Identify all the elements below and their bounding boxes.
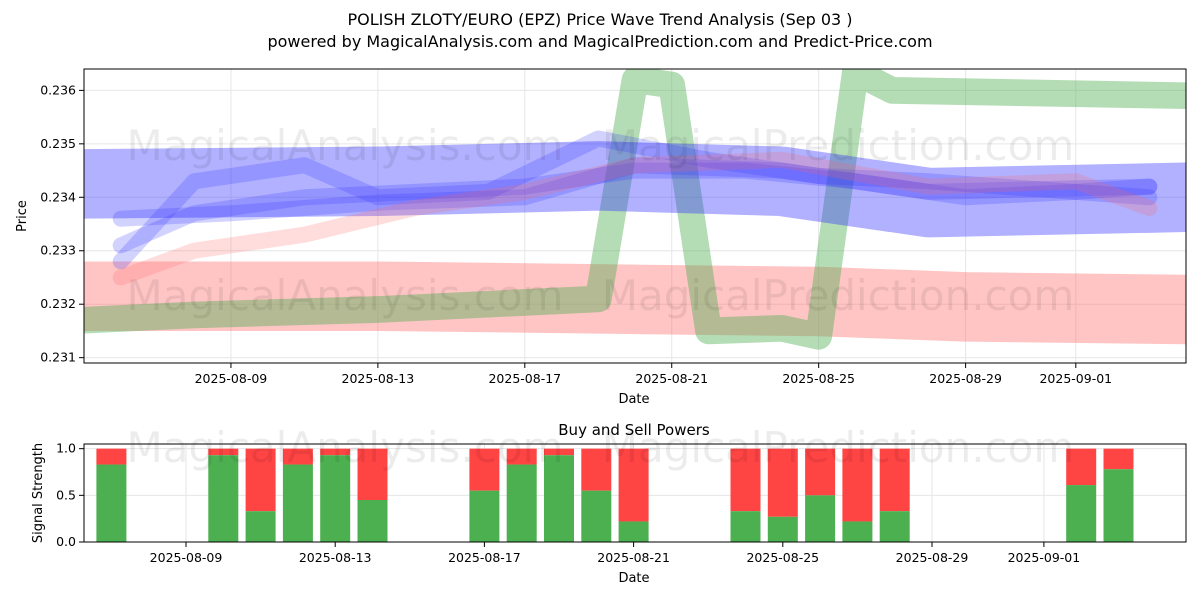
- red-wave-band-0: [84, 261, 1186, 345]
- watermark-analysis-bottom: MagicalAnalysis.com: [127, 423, 564, 472]
- sell-power-bar: [767, 448, 798, 517]
- buy-power-bar: [320, 455, 351, 542]
- signal-y-tick-label: 1.0: [56, 441, 76, 456]
- buy-power-bar: [1066, 485, 1097, 542]
- buy-power-bar: [208, 455, 239, 542]
- price-x-ticks: 2025-08-09 2025-08-13 2025-08-17 2025-08-21…: [195, 363, 1112, 386]
- buy-power-bar: [96, 464, 127, 542]
- price-x-tick-label: 2025-09-01: [1039, 371, 1112, 386]
- price-y-tick-label: 0.233: [40, 243, 76, 258]
- price-watermarks: MagicalAnalysis.com MagicalPrediction.co…: [127, 121, 1075, 320]
- sell-power-bar: [618, 448, 649, 522]
- signal-y-tick-label: 0.0: [56, 534, 76, 549]
- watermark-analysis-top: MagicalAnalysis.com: [127, 121, 564, 170]
- price-x-tick-label: 2025-08-17: [488, 371, 561, 386]
- signal-x-tick-label: 2025-08-21: [597, 550, 670, 565]
- buy-power-bar: [581, 490, 612, 542]
- signal-x-tick-label: 2025-08-17: [448, 550, 521, 565]
- sell-power-bar: [357, 448, 388, 500]
- blue-wave-band-3: [112, 162, 1158, 254]
- blue-wave-band-4: [112, 157, 1158, 227]
- sell-power-bar: [96, 448, 127, 465]
- sell-power-bar: [506, 448, 537, 465]
- signal-y-ticks: 0.0 0.5 1.0: [56, 441, 84, 549]
- chart-title: POLISH ZLOTY/EURO (EPZ) Price Wave Trend…: [347, 10, 852, 29]
- signal-x-axis-label: Date: [618, 571, 649, 586]
- price-x-tick-label: 2025-08-29: [929, 371, 1002, 386]
- signal-y-axis-label: Signal Strength: [31, 443, 46, 543]
- sell-power-bar: [469, 448, 500, 491]
- sell-power-bar: [581, 448, 612, 491]
- buy-power-bar: [245, 511, 276, 542]
- price-y-axis-label: Price: [15, 200, 30, 232]
- sell-power-bar: [730, 448, 761, 512]
- price-axes-frame: [83, 68, 1187, 364]
- price-x-axis-label: Date: [618, 392, 649, 407]
- buy-power-bar: [1103, 469, 1134, 542]
- signal-axes-frame: [83, 443, 1187, 543]
- price-y-ticks: 0.231 0.232 0.233 0.234 0.235 0.236: [40, 82, 84, 365]
- price-plot-area: [84, 69, 1186, 350]
- signal-x-tick-label: 2025-08-25: [746, 550, 819, 565]
- buy-power-bar: [805, 495, 836, 542]
- watermark-prediction-bottom: MagicalPrediction.com: [602, 423, 1075, 472]
- buy-power-bar: [357, 500, 388, 542]
- sell-power-bar: [544, 448, 574, 456]
- chart-subtitle: powered by MagicalAnalysis.com and Magic…: [267, 32, 932, 51]
- sell-power-bar: [208, 448, 239, 456]
- signal-watermarks: MagicalAnalysis.com MagicalPrediction.co…: [127, 423, 1075, 472]
- price-y-tick-label: 0.231: [40, 350, 76, 365]
- sell-power-bar: [879, 448, 910, 512]
- sell-power-bar: [245, 448, 276, 512]
- signal-chart-title: Buy and Sell Powers: [558, 421, 710, 439]
- price-x-tick-label: 2025-08-25: [782, 371, 855, 386]
- red-wave-band-6: [112, 151, 1158, 286]
- green-wave-band-1: [84, 69, 1186, 350]
- sell-power-bar: [1103, 448, 1134, 470]
- buy-power-bar: [730, 511, 761, 542]
- buy-power-bar: [506, 464, 537, 542]
- blue-wave-band-5: [112, 130, 1158, 270]
- price-x-tick-label: 2025-08-21: [635, 371, 708, 386]
- price-x-tick-label: 2025-08-09: [195, 371, 268, 386]
- signal-x-tick-label: 2025-08-09: [150, 550, 223, 565]
- watermark-prediction-top: MagicalPrediction.com: [602, 121, 1075, 170]
- signal-y-tick-label: 0.5: [56, 487, 76, 502]
- sell-power-bar: [1066, 448, 1097, 486]
- signal-x-tick-label: 2025-08-29: [896, 550, 969, 565]
- price-y-tick-label: 0.235: [40, 136, 76, 151]
- buy-power-bar: [767, 516, 798, 542]
- price-y-tick-label: 0.234: [40, 189, 76, 204]
- buy-power-bar: [282, 464, 313, 542]
- blue-wave-band-2: [84, 141, 1186, 238]
- sell-power-bar: [282, 448, 313, 465]
- watermark-analysis-mid: MagicalAnalysis.com: [127, 271, 564, 320]
- buy-power-bar: [618, 521, 649, 542]
- price-y-tick-label: 0.236: [40, 82, 76, 97]
- price-x-tick-label: 2025-08-13: [342, 371, 415, 386]
- buy-power-bar: [544, 455, 574, 542]
- watermark-prediction-mid: MagicalPrediction.com: [602, 271, 1075, 320]
- buy-power-bar: [842, 521, 873, 542]
- signal-x-ticks: 2025-08-09 2025-08-13 2025-08-17 2025-08-21…: [150, 542, 1081, 565]
- signal-x-tick-label: 2025-09-01: [1008, 550, 1081, 565]
- price-grid: [84, 69, 1186, 363]
- signal-x-tick-label: 2025-08-13: [299, 550, 372, 565]
- sell-power-bar: [320, 448, 351, 456]
- buy-power-bar: [879, 511, 910, 542]
- sell-power-bar: [805, 448, 836, 496]
- buy-power-bar: [469, 490, 500, 542]
- price-y-tick-label: 0.232: [40, 296, 76, 311]
- sell-power-bar: [842, 448, 873, 522]
- signal-plot-area: [96, 448, 1134, 542]
